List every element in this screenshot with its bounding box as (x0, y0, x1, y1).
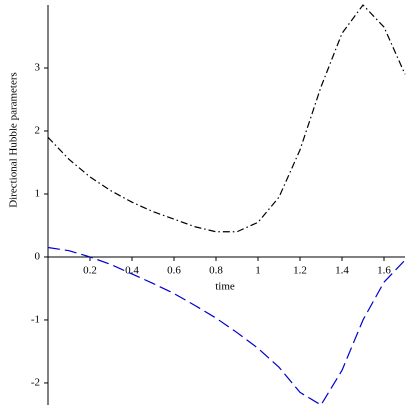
y-tick-label: 2 (35, 125, 41, 137)
y-tick-label: -1 (31, 313, 40, 325)
y-tick-label: 0 (35, 250, 41, 262)
x-tick-label: 1.2 (293, 264, 307, 276)
series-line (47, 246, 406, 406)
y-tick-label: 1 (35, 188, 41, 200)
x-tick-label: 1.6 (377, 264, 391, 276)
x-tick-label: 1.4 (335, 264, 349, 276)
x-tick-label: 0.8 (209, 264, 223, 276)
x-tick-label: 0.4 (125, 264, 139, 276)
x-tick-label: 1 (255, 264, 261, 276)
x-axis-label: time (215, 281, 235, 293)
x-tick-label: 0.6 (167, 264, 181, 276)
y-axis-label: Directional Hubble parameters (8, 72, 20, 208)
series-line (47, 4, 406, 233)
y-tick-label: 3 (35, 62, 41, 74)
x-tick-label: 0.2 (83, 264, 97, 276)
y-tick-label: -2 (31, 376, 40, 388)
